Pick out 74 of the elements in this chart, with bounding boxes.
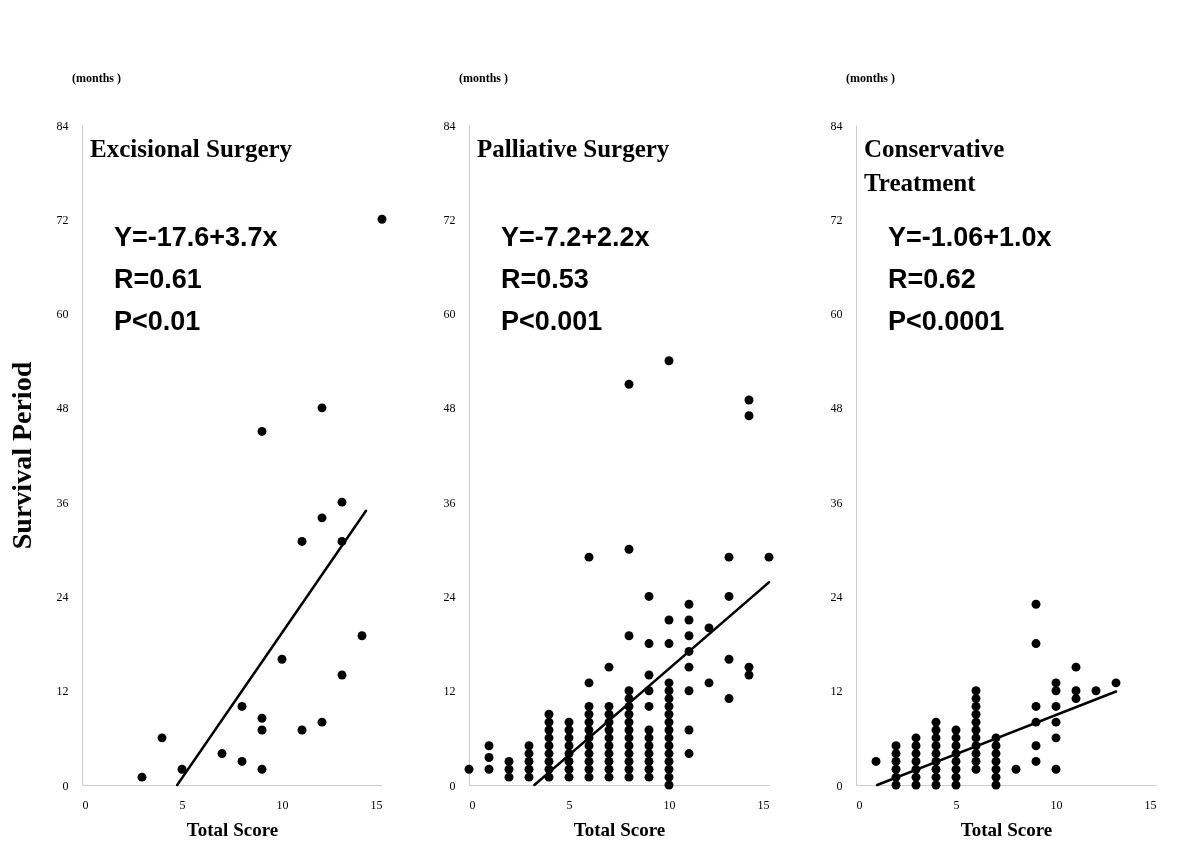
x-tick-label: 5 bbox=[179, 797, 186, 812]
x-axis-title: Total Score bbox=[573, 818, 666, 840]
x-tick-label: 5 bbox=[953, 797, 960, 812]
y-tick-label: 84 bbox=[56, 118, 69, 133]
point bbox=[237, 756, 247, 766]
point bbox=[337, 497, 347, 507]
point bbox=[237, 701, 247, 711]
annotation: Y=-1.06+1.0x bbox=[888, 222, 1052, 252]
y-tick-label: 48 bbox=[830, 401, 843, 416]
point bbox=[337, 670, 347, 680]
text: (months ) bbox=[72, 71, 122, 85]
x-tick-label: 15 bbox=[757, 797, 770, 812]
y-tick-label: 72 bbox=[443, 212, 456, 227]
chart-title: Excisional Surgery bbox=[90, 135, 293, 162]
x-tick-label: 5 bbox=[566, 797, 573, 812]
y-tick-label: 12 bbox=[830, 684, 843, 699]
point bbox=[257, 764, 267, 774]
y-tick-label: 12 bbox=[56, 684, 69, 699]
y-tick-label: 36 bbox=[443, 495, 456, 510]
y-tick-label: 48 bbox=[56, 401, 69, 416]
y-tick-label: 72 bbox=[830, 212, 843, 227]
point bbox=[357, 631, 367, 641]
y-tick-label: 60 bbox=[443, 307, 456, 322]
y-tick-label: 12 bbox=[443, 684, 456, 699]
annotation: Y=-17.6+3.7x bbox=[114, 222, 278, 252]
y-tick-label: 24 bbox=[443, 589, 456, 604]
x-axis-title: Total Score bbox=[960, 818, 1053, 840]
annotation: R=0.61 bbox=[114, 264, 202, 294]
y-tick-label: 60 bbox=[56, 307, 69, 322]
point bbox=[317, 403, 327, 413]
y-tick-label: 72 bbox=[56, 212, 69, 227]
y-tick-label: 0 bbox=[836, 778, 843, 793]
point bbox=[217, 749, 227, 759]
point bbox=[257, 713, 267, 723]
point bbox=[157, 733, 167, 743]
x-tick-label: 10 bbox=[276, 797, 289, 812]
annotation: R=0.53 bbox=[501, 264, 589, 294]
y-axis-title: Survival Period bbox=[5, 361, 37, 550]
annotation: P<0.01 bbox=[114, 306, 201, 336]
point bbox=[137, 772, 147, 782]
point bbox=[257, 426, 267, 436]
text: (months ) bbox=[846, 71, 896, 85]
text: Conservative Treatment bbox=[864, 135, 1005, 196]
point bbox=[297, 536, 307, 546]
annotation: P<0.001 bbox=[501, 306, 603, 336]
x-tick-label: 0 bbox=[856, 797, 863, 812]
chart-title: Palliative Surgery bbox=[477, 135, 670, 162]
x-tick-label: 0 bbox=[82, 797, 89, 812]
x-tick-label: 10 bbox=[663, 797, 676, 812]
text: (months ) bbox=[459, 71, 509, 85]
y-tick-label: 24 bbox=[56, 589, 69, 604]
y-tick-label: 0 bbox=[449, 778, 456, 793]
x-tick-label: 15 bbox=[370, 797, 383, 812]
annotation: P<0.0001 bbox=[888, 306, 1005, 336]
point bbox=[317, 513, 327, 523]
y-tick-label: 36 bbox=[56, 495, 69, 510]
point bbox=[257, 725, 267, 735]
y-tick-label: 48 bbox=[443, 401, 456, 416]
point bbox=[277, 654, 287, 664]
y-tick-label: 60 bbox=[830, 307, 843, 322]
y-tick-label: 84 bbox=[830, 118, 843, 133]
annotation: R=0.62 bbox=[888, 264, 976, 294]
y-tick-label: 0 bbox=[62, 778, 69, 793]
x-tick-label: 15 bbox=[1144, 797, 1157, 812]
x-tick-label: 10 bbox=[1050, 797, 1063, 812]
annotation: Y=-7.2+2.2x bbox=[501, 222, 650, 252]
y-tick-label: 24 bbox=[830, 589, 843, 604]
x-tick-label: 0 bbox=[469, 797, 476, 812]
x-axis-title: Total Score bbox=[186, 818, 279, 840]
y-tick-label: 36 bbox=[830, 495, 843, 510]
y-tick-label: 84 bbox=[443, 118, 456, 133]
point bbox=[377, 214, 387, 224]
point bbox=[297, 725, 307, 735]
point bbox=[317, 717, 327, 727]
